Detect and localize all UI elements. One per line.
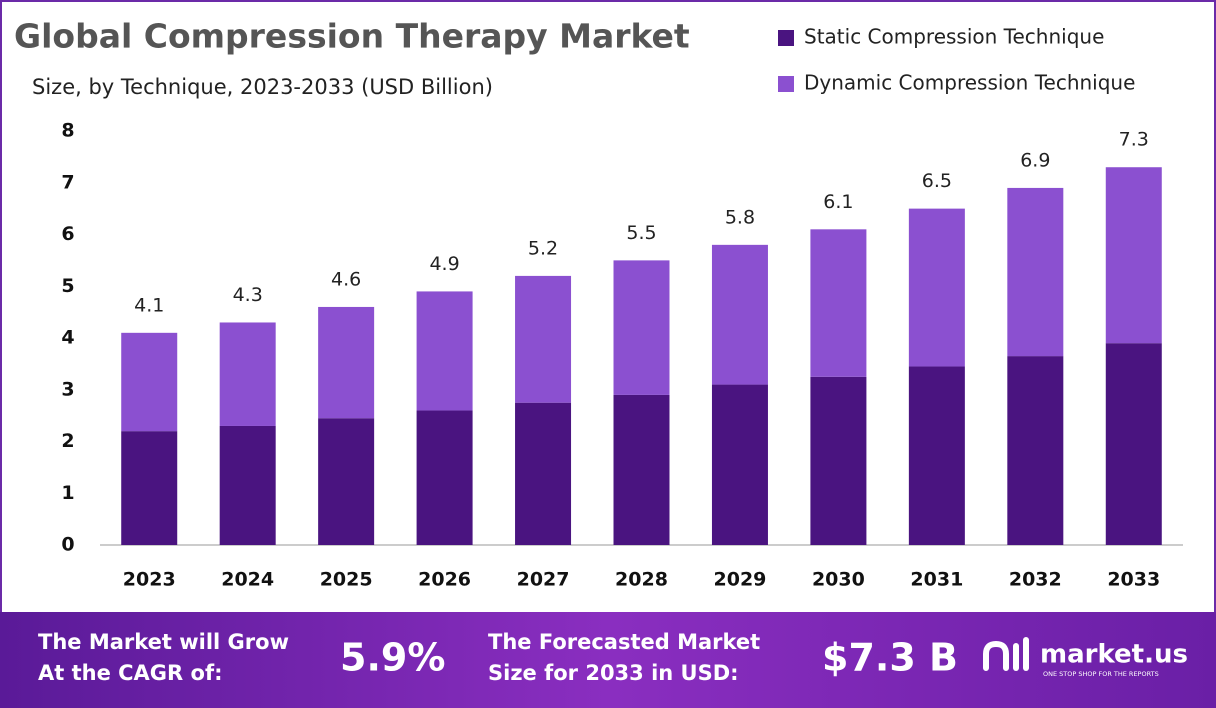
y-tick-label: 8 <box>61 120 74 142</box>
x-tick-label: 2031 <box>910 569 963 591</box>
y-tick-label: 1 <box>61 482 74 504</box>
x-tick-label: 2027 <box>517 569 570 591</box>
total-label: 6.5 <box>922 170 952 192</box>
brand-tagline: ONE STOP SHOP FOR THE REPORTS <box>1043 670 1159 678</box>
y-tick-label: 3 <box>61 378 74 400</box>
total-label: 4.9 <box>429 253 459 275</box>
bar-segment <box>1007 356 1064 545</box>
y-tick-label: 7 <box>61 171 74 193</box>
total-label: 4.1 <box>134 294 164 316</box>
forecast-label: Size for 2033 in USD: <box>488 661 739 685</box>
y-tick-label: 5 <box>61 275 74 297</box>
x-tick-label: 2025 <box>320 569 373 591</box>
cagr-value: 5.9% <box>340 636 445 680</box>
footer-banner <box>0 612 1216 708</box>
bar-segment <box>1007 187 1064 357</box>
bar-segment <box>515 275 572 403</box>
bar-segment <box>121 431 178 545</box>
bar-segment <box>908 366 965 545</box>
bar-segment <box>219 425 276 545</box>
total-label: 5.2 <box>528 237 558 259</box>
bar-segment <box>810 376 867 545</box>
chart-title: Global Compression Therapy Market <box>14 17 690 56</box>
cagr-label: The Market will Grow <box>38 630 289 654</box>
total-label: 4.6 <box>331 268 361 290</box>
legend-swatch <box>778 30 794 46</box>
x-tick-label: 2023 <box>123 569 176 591</box>
brand-logo <box>983 637 1029 671</box>
bar-segment <box>416 410 473 545</box>
bar-segment <box>613 394 670 545</box>
cagr-label: At the CAGR of: <box>38 661 223 685</box>
bar-segment <box>318 418 375 545</box>
x-tick-label: 2026 <box>418 569 471 591</box>
bar-segment <box>711 244 768 385</box>
bar-segment <box>515 402 572 545</box>
bar-segment <box>1105 167 1162 344</box>
x-tick-label: 2028 <box>615 569 668 591</box>
y-tick-label: 4 <box>61 327 74 349</box>
x-tick-label: 2029 <box>714 569 767 591</box>
total-label: 4.3 <box>233 284 263 306</box>
x-tick-label: 2032 <box>1009 569 1062 591</box>
total-label: 5.5 <box>626 222 656 244</box>
y-tick-label: 0 <box>61 534 74 556</box>
x-tick-label: 2024 <box>221 569 274 591</box>
total-label: 5.8 <box>725 206 755 228</box>
bar-segment <box>416 291 473 411</box>
legend-label: Static Compression Technique <box>804 25 1104 49</box>
bar-segment <box>908 208 965 367</box>
bar-segment <box>219 322 276 426</box>
total-label: 6.1 <box>823 191 853 213</box>
bar-segment <box>711 384 768 545</box>
legend-label: Dynamic Compression Technique <box>804 71 1135 95</box>
x-tick-label: 2030 <box>812 569 865 591</box>
total-label: 6.9 <box>1020 149 1050 171</box>
bar-segment <box>810 229 867 377</box>
forecast-label: The Forecasted Market <box>488 630 760 654</box>
chart-subtitle: Size, by Technique, 2023-2033 (USD Billi… <box>32 75 493 99</box>
legend-swatch <box>778 76 794 92</box>
y-tick-label: 2 <box>61 430 74 452</box>
brand-name: market.us <box>1040 640 1188 670</box>
bar-segment <box>613 260 670 395</box>
bar-segment <box>1105 343 1162 545</box>
forecast-value: $7.3 B <box>822 636 958 680</box>
bar-segment <box>121 332 178 432</box>
bar-segment <box>318 306 375 419</box>
total-label: 7.3 <box>1119 129 1149 151</box>
y-tick-label: 6 <box>61 223 74 245</box>
x-tick-label: 2033 <box>1107 569 1160 591</box>
